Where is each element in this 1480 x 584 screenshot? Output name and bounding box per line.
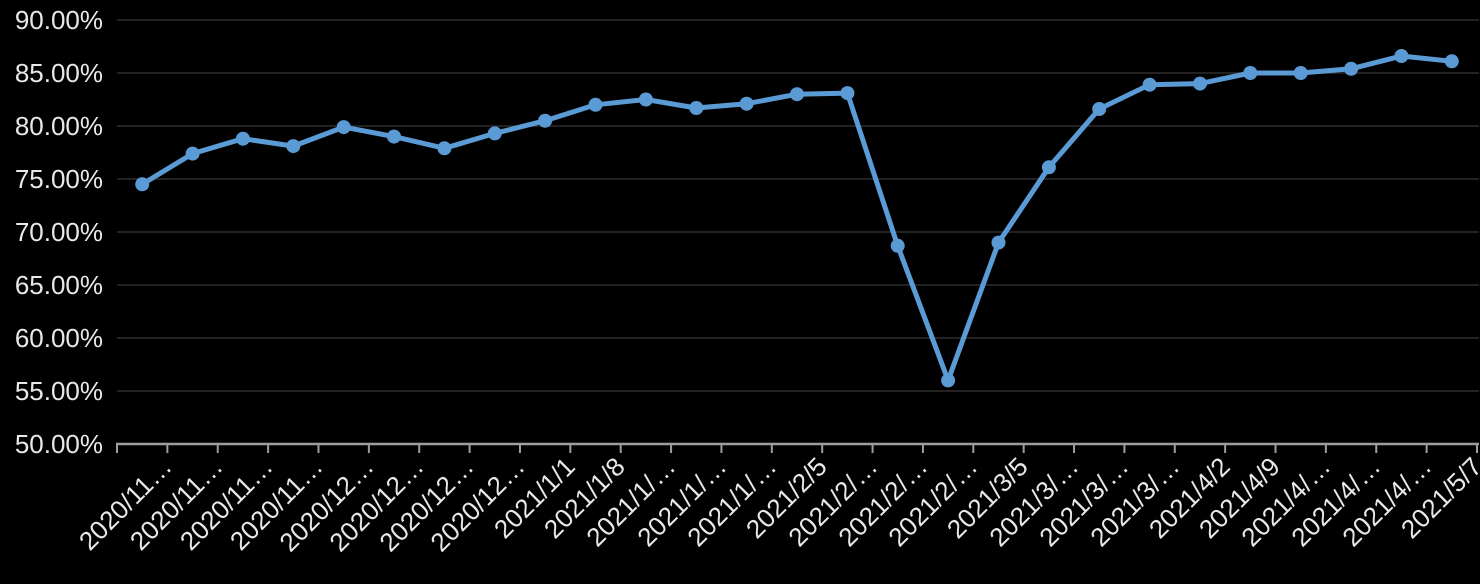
- data-point: [336, 120, 351, 135]
- data-point: [185, 146, 200, 161]
- data-point: [840, 86, 855, 101]
- y-axis-tick-label: 65.00%: [14, 270, 103, 300]
- y-axis-tick-label: 70.00%: [14, 217, 103, 247]
- data-point: [991, 235, 1006, 250]
- data-line: [139, 53, 1455, 383]
- data-point: [235, 131, 250, 146]
- data-point: [689, 101, 704, 115]
- y-axis-tick-label: 80.00%: [14, 111, 103, 141]
- data-point: [1092, 102, 1107, 116]
- data-point: [538, 113, 553, 128]
- y-axis-tick-label: 90.00%: [14, 5, 103, 35]
- data-point: [941, 373, 956, 388]
- data-point: [790, 87, 804, 102]
- data-point: [1344, 61, 1359, 76]
- y-axis-tick-label: 85.00%: [14, 58, 103, 88]
- data-point: [487, 126, 502, 141]
- data-point: [1444, 54, 1459, 69]
- data-point: [1142, 77, 1157, 92]
- data-point: [286, 139, 301, 154]
- y-axis-tick-label: 50.00%: [14, 429, 103, 459]
- y-axis-tick-label: 75.00%: [14, 164, 103, 194]
- data-point: [437, 141, 452, 156]
- data-point: [739, 96, 754, 111]
- data-point: [638, 92, 653, 107]
- data-point: [588, 97, 603, 112]
- data-point: [1193, 76, 1207, 91]
- data-point: [135, 177, 150, 192]
- y-axis-tick-label: 55.00%: [14, 376, 103, 406]
- data-point: [890, 238, 905, 253]
- data-point: [1041, 160, 1056, 175]
- y-axis-tick-label: 60.00%: [14, 323, 103, 353]
- data-point: [387, 129, 401, 144]
- data-point: [1293, 66, 1308, 80]
- data-point: [1394, 49, 1409, 63]
- data-point: [1243, 66, 1258, 80]
